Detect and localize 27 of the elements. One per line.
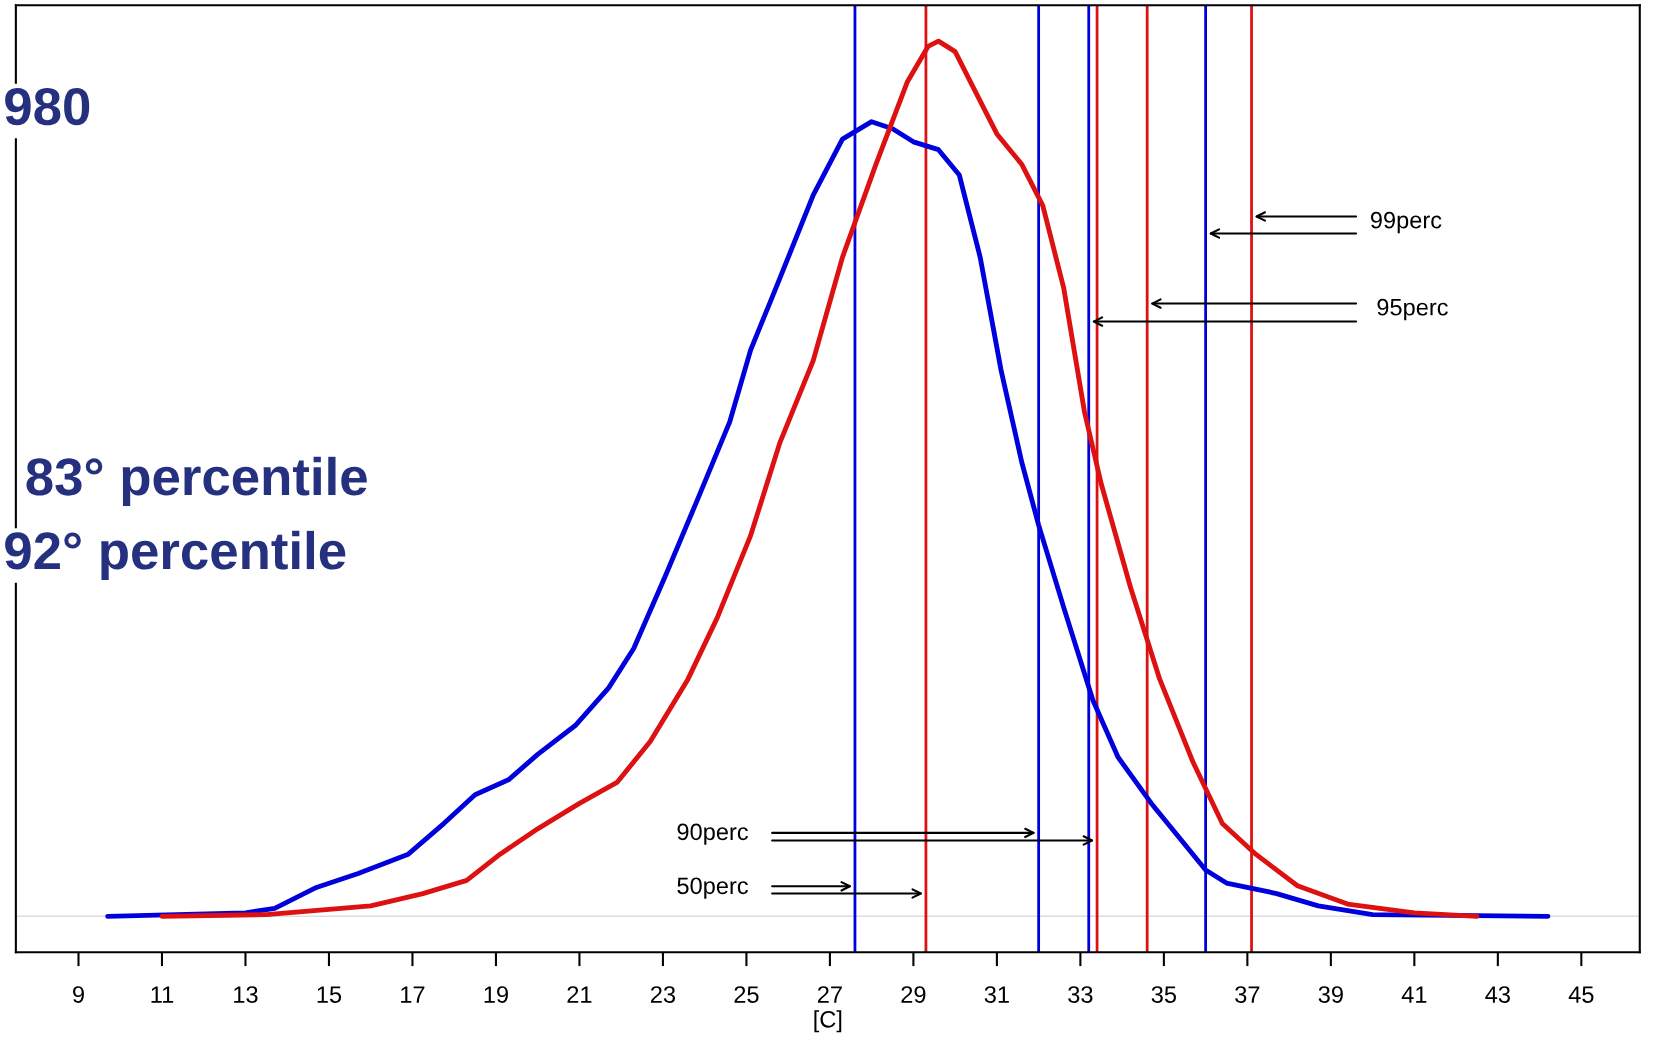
x-tick-label: 11 [151, 986, 174, 1003]
x-tick-label: 19 [484, 986, 508, 1003]
x-tick-label: 31 [984, 986, 1009, 1003]
annotation: 50perc [677, 877, 748, 899]
x-tick-label: 17 [401, 986, 425, 1003]
x-tick-label: 23 [650, 986, 676, 1003]
annotation: 83° percentile [26, 456, 367, 506]
annotation: 95perc [1377, 298, 1448, 321]
annotation: 90perc [677, 823, 748, 845]
annotation: 92° percentile [5, 530, 346, 581]
x-tick-label: 25 [734, 986, 759, 1003]
x-tick-label: 27 [817, 986, 842, 1003]
annotation: 980 [5, 87, 90, 126]
x-tick-label: 21 [567, 986, 592, 1003]
x-tick-label: 33 [1068, 986, 1093, 1003]
x-tick-label: 29 [901, 986, 926, 1003]
x-tick-label: 35 [1151, 986, 1177, 1003]
x-tick-label: 41 [1401, 986, 1427, 1003]
x-tick-label: 45 [1568, 986, 1594, 1003]
x-axis-title: [C] [814, 1010, 842, 1033]
annotation: 99perc [1370, 211, 1442, 234]
x-tick-label: 43 [1485, 986, 1510, 1003]
x-tick-label: 37 [1235, 986, 1260, 1003]
x-tick-label: 13 [234, 986, 258, 1003]
x-tick-label: 39 [1318, 986, 1343, 1003]
x-tick-label: 9 [73, 986, 84, 1003]
x-tick-label: 15 [317, 986, 342, 1003]
